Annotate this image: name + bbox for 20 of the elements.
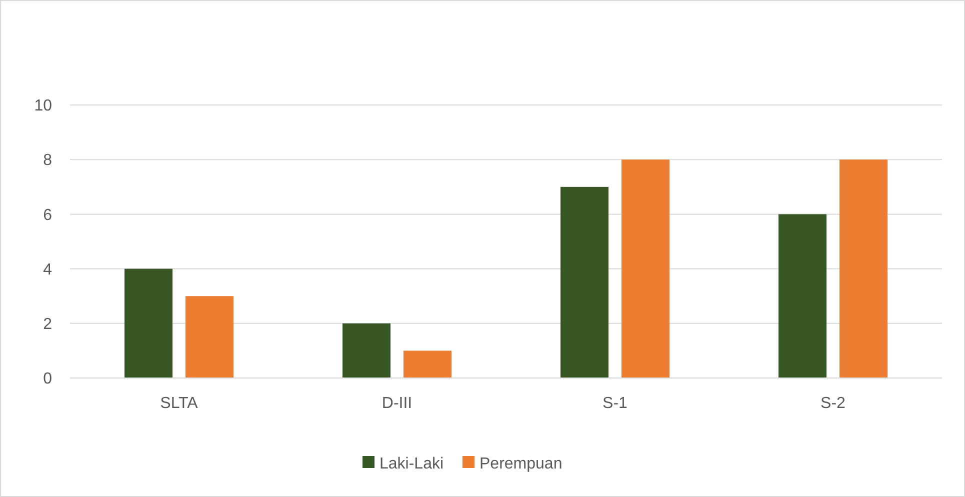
y-tick-label: 0	[43, 370, 52, 388]
x-tick-label: D-III	[382, 395, 412, 412]
bar	[186, 296, 234, 378]
y-tick-label: 6	[43, 206, 52, 224]
bar	[840, 160, 888, 378]
y-tick-label: 8	[43, 152, 52, 170]
bar	[622, 160, 670, 378]
y-tick-label: 2	[43, 316, 52, 333]
y-tick-label: 4	[43, 261, 52, 278]
bar	[560, 186, 608, 378]
x-tick-label: S-2	[820, 395, 846, 412]
bar	[342, 323, 390, 378]
x-tick-label: SLTA	[160, 395, 198, 412]
bar	[404, 350, 452, 378]
x-tick-label: S-1	[602, 395, 628, 412]
legend-label: Perempuan	[480, 456, 562, 473]
bar	[124, 268, 172, 378]
y-tick-label: 10	[34, 98, 52, 115]
bar	[778, 214, 826, 378]
legend-label: Laki-Laki	[380, 456, 444, 473]
